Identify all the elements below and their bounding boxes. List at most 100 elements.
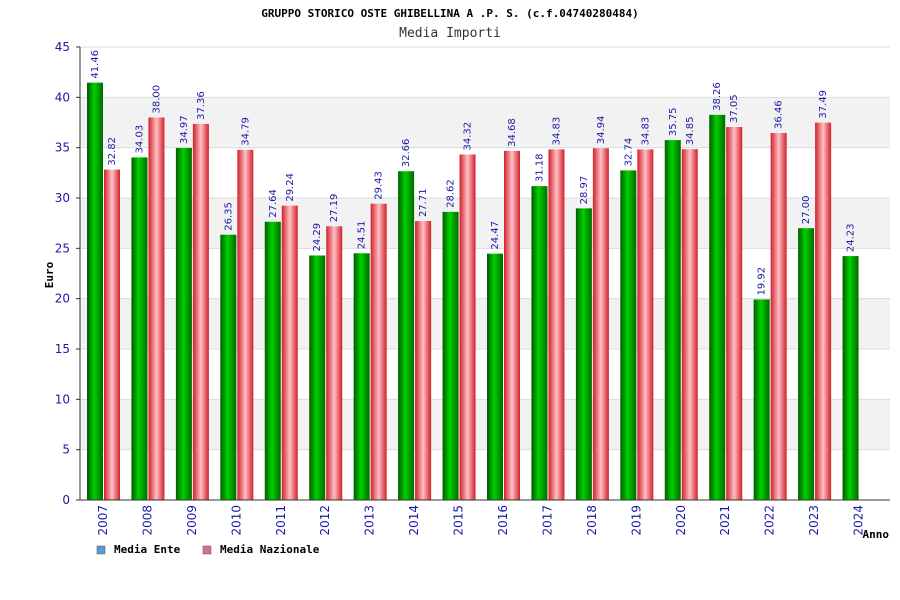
data-label: 37.49 — [818, 90, 829, 119]
data-label: 37.05 — [729, 94, 740, 123]
bars — [87, 82, 859, 501]
x-tick-label: 2023 — [807, 505, 821, 536]
bar-media-nazionale — [237, 149, 254, 500]
x-tick-label: 2022 — [763, 505, 777, 536]
data-label: 29.24 — [285, 173, 296, 202]
x-axis-label: Anno — [863, 528, 890, 541]
x-tick-label: 2009 — [185, 505, 199, 536]
bar-media-ente — [353, 253, 370, 500]
data-label: 27.19 — [329, 194, 340, 223]
data-label: 28.97 — [579, 176, 590, 205]
data-label: 34.97 — [179, 115, 190, 144]
data-label: 19.92 — [757, 267, 768, 296]
x-tick-label: 2015 — [452, 505, 466, 536]
axes — [79, 47, 890, 501]
legend-swatch-ente — [96, 545, 106, 555]
bar-media-ente — [264, 221, 281, 501]
data-label: 41.46 — [90, 50, 101, 79]
data-label: 32.82 — [107, 137, 118, 166]
x-tick-label: 2014 — [407, 505, 421, 536]
bar-media-nazionale — [281, 205, 298, 500]
bar-media-ente — [220, 234, 237, 500]
bar-media-ente — [442, 211, 459, 500]
y-tick-label: 40 — [55, 90, 70, 104]
x-tick-label: 2011 — [274, 505, 288, 536]
x-tick-label: 2016 — [496, 505, 510, 536]
data-label: 27.64 — [268, 189, 279, 218]
data-label: 28.62 — [446, 179, 457, 208]
bar-media-nazionale — [370, 203, 387, 500]
data-label: 37.36 — [196, 91, 207, 120]
y-tick-label: 20 — [55, 292, 70, 306]
y-tick-label: 25 — [55, 241, 70, 255]
data-label: 35.75 — [668, 107, 679, 136]
x-tick-label: 2013 — [363, 505, 377, 536]
bar-media-ente — [398, 171, 415, 501]
x-tick-label: 2010 — [229, 505, 243, 536]
bar-media-nazionale — [504, 150, 520, 500]
x-tick-label: 2007 — [96, 505, 110, 536]
data-labels: 41.46 32.82 34.03 38.00 34.97 37.36 26.35 34.79… — [90, 50, 857, 295]
y-ticks: 0 5 10 15 20 25 30 35 40 45 — [55, 40, 80, 507]
legend-label-ente: Media Ente — [114, 543, 181, 556]
bar-media-nazionale — [104, 169, 120, 500]
x-tick-label: 2008 — [140, 505, 154, 536]
bar-media-nazionale — [148, 117, 165, 500]
data-label: 34.68 — [507, 118, 518, 147]
legend: Media Ente Media Nazionale — [96, 543, 320, 556]
data-label: 32.66 — [401, 139, 412, 168]
x-tick-label: 2024 — [852, 505, 866, 536]
x-ticks: 2007 2008 2009 2010 2011 2012 2013 2014 2015 2016… — [96, 505, 866, 536]
y-axis-label: Euro — [43, 261, 56, 288]
bar-media-ente — [709, 114, 726, 500]
y-tick-label: 45 — [55, 40, 70, 54]
bar-media-nazionale — [326, 226, 343, 500]
data-label: 24.47 — [490, 221, 501, 250]
chart-subtitle: Media Importi — [399, 26, 501, 41]
data-label: 31.18 — [534, 153, 545, 182]
data-label: 38.00 — [151, 85, 162, 114]
y-tick-label: 10 — [55, 392, 70, 406]
chart-title: GRUPPO STORICO OSTE GHIBELLINA A .P. S. … — [261, 7, 639, 20]
data-label: 34.79 — [240, 117, 251, 146]
data-label: 24.29 — [312, 223, 323, 252]
bar-media-nazionale — [592, 148, 609, 500]
x-tick-label: 2017 — [540, 505, 554, 536]
x-tick-label: 2018 — [585, 505, 599, 536]
bar-media-ente — [842, 256, 859, 500]
bar-media-ente — [798, 228, 815, 500]
bar-media-nazionale — [459, 154, 476, 500]
grid-band — [80, 198, 890, 249]
bar-media-ente — [309, 255, 326, 500]
data-label: 34.32 — [463, 122, 474, 151]
data-label: 32.74 — [623, 138, 634, 167]
bar-media-nazionale — [770, 132, 787, 500]
data-label: 34.85 — [685, 117, 696, 146]
data-label: 34.03 — [134, 125, 145, 154]
x-tick-label: 2020 — [674, 505, 688, 536]
bar-media-ente — [575, 208, 592, 501]
bar-media-ente — [175, 147, 192, 500]
y-tick-label: 15 — [55, 342, 70, 356]
y-tick-label: 5 — [62, 443, 70, 457]
legend-swatch-nazionale — [202, 545, 212, 555]
bar-media-ente — [87, 82, 103, 501]
bar-media-nazionale — [192, 123, 209, 500]
data-label: 24.51 — [357, 221, 368, 250]
data-label: 29.43 — [374, 171, 385, 200]
bar-media-nazionale — [415, 221, 432, 500]
legend-label-nazionale: Media Nazionale — [220, 543, 320, 556]
data-label: 34.83 — [640, 117, 651, 146]
bar-media-ente — [664, 140, 681, 500]
y-tick-label: 30 — [55, 191, 70, 205]
grid-band — [80, 97, 890, 148]
data-label: 27.00 — [801, 196, 812, 225]
bar-media-nazionale — [681, 149, 698, 500]
x-tick-label: 2019 — [629, 505, 643, 536]
bar-media-nazionale — [548, 149, 565, 501]
data-label: 24.23 — [846, 223, 857, 252]
y-tick-label: 35 — [55, 141, 70, 155]
bar-media-nazionale — [815, 122, 832, 500]
data-label: 34.94 — [596, 116, 607, 145]
